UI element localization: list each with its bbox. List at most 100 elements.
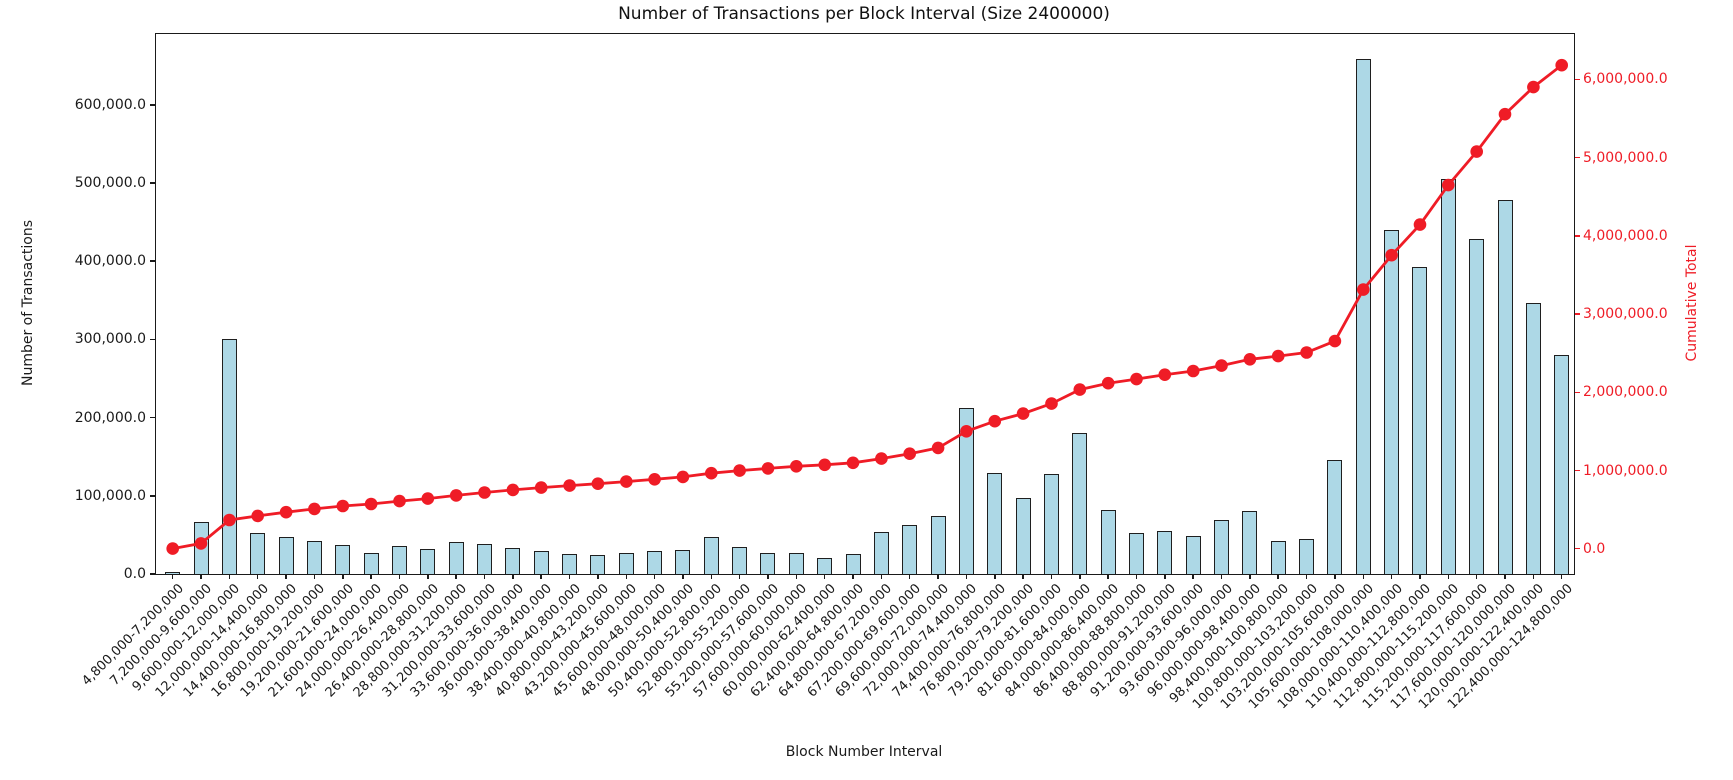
right-tick-label: 2,000,000.0 — [1583, 384, 1668, 401]
x-tick-mark — [285, 574, 287, 579]
bar — [1100, 509, 1116, 574]
bar — [505, 548, 521, 574]
x-tick-mark — [1475, 574, 1478, 579]
cumulative-point — [1215, 359, 1228, 372]
plot-area: 0.0 100,000.0 200,000.0 300,000.0 400,000.0 5… — [75, 33, 1668, 712]
cumulative-point — [818, 458, 831, 472]
bar — [1525, 303, 1541, 574]
bar — [873, 532, 889, 574]
x-tick-mark — [1532, 574, 1535, 579]
right-tick-mark — [1575, 156, 1580, 159]
cumulative-point — [1470, 145, 1483, 158]
cumulative-point — [506, 483, 520, 497]
cumulative-point — [1243, 353, 1257, 366]
cumulative-point — [563, 479, 576, 492]
cumulative-point — [648, 473, 661, 486]
x-tick-mark — [965, 574, 968, 579]
bar — [391, 545, 407, 574]
bar — [165, 572, 181, 574]
bar — [1214, 520, 1230, 574]
left-tick-label: 400,000.0 — [74, 253, 146, 270]
right-tick-label: 0.0 — [1583, 540, 1606, 557]
x-tick-mark — [710, 574, 713, 579]
x-tick-mark — [682, 574, 684, 579]
bar — [1497, 200, 1513, 574]
right-tick-label: 6,000,000.0 — [1583, 71, 1668, 88]
x-tick-mark — [313, 574, 316, 579]
bar — [760, 552, 776, 574]
bar — [1327, 459, 1343, 574]
right-axis-label: Cumulative Total — [1684, 244, 1700, 362]
cumulative-point — [1016, 407, 1030, 420]
bar — [1355, 59, 1371, 574]
bar — [1185, 536, 1201, 574]
cumulative-point — [733, 464, 746, 477]
cumulative-point — [1186, 364, 1200, 378]
bar — [1270, 541, 1286, 574]
x-axis-label: Block Number Interval — [785, 744, 943, 760]
cumulative-point — [1527, 80, 1540, 94]
right-tick-label: 1,000,000.0 — [1583, 462, 1668, 479]
left-tick-label: 300,000.0 — [74, 331, 146, 348]
x-tick-mark — [483, 574, 486, 579]
x-tick-mark — [171, 574, 174, 579]
x-tick-mark — [568, 574, 571, 579]
cumulative-point — [393, 494, 406, 508]
x-tick-mark — [1249, 574, 1251, 579]
bar — [363, 553, 379, 574]
x-tick-mark — [1135, 574, 1138, 579]
cumulative-point — [591, 477, 605, 491]
bar — [1242, 511, 1258, 574]
right-tick-mark — [1575, 313, 1580, 315]
cumulative-point — [676, 470, 690, 484]
right-tick-mark — [1575, 78, 1580, 81]
bar — [1412, 267, 1428, 574]
bar — [562, 553, 578, 574]
cumulative-point — [931, 441, 945, 455]
bar — [958, 408, 974, 574]
cumulative-point — [1300, 346, 1313, 359]
x-tick-mark — [427, 574, 429, 579]
left-tick-label: 0.0 — [123, 566, 146, 582]
x-tick-mark — [370, 574, 372, 579]
x-tick-mark — [852, 574, 854, 579]
bar — [590, 555, 606, 574]
x-tick-mark — [1390, 574, 1393, 579]
bar — [477, 544, 493, 574]
x-tick-mark — [1220, 574, 1223, 579]
x-tick-mark — [1447, 574, 1450, 579]
cumulative-point — [1101, 376, 1115, 390]
x-tick-mark — [1362, 574, 1365, 579]
x-tick-mark — [342, 574, 344, 579]
cumulative-point — [166, 542, 179, 555]
cumulative-point — [364, 497, 378, 511]
cumulative-point — [1555, 58, 1568, 72]
x-tick-mark — [200, 574, 202, 579]
left-tick-label: 200,000.0 — [74, 409, 146, 426]
cumulative-point — [223, 513, 236, 527]
x-tick-mark — [1305, 574, 1308, 579]
left-tick-mark — [150, 260, 155, 262]
bar — [902, 524, 918, 574]
x-tick-mark — [908, 574, 911, 579]
x-tick-mark — [1334, 574, 1336, 579]
x-tick-mark — [1192, 574, 1194, 579]
left-tick-mark — [150, 182, 155, 184]
cumulative-point — [1158, 368, 1172, 382]
cumulative-point — [449, 489, 463, 502]
x-tick-mark — [823, 574, 826, 579]
bar — [1299, 538, 1315, 574]
cumulative-line-layer — [166, 58, 1568, 555]
right-tick-mark — [1575, 391, 1580, 394]
bar — [930, 516, 946, 574]
x-tick-mark — [767, 574, 769, 579]
x-tick-mark — [1419, 574, 1421, 579]
cumulative-point — [534, 481, 548, 494]
x-tick-mark — [738, 574, 741, 579]
cumulative-point — [620, 475, 633, 488]
cumulative-point — [194, 537, 208, 550]
right-tick-mark — [1575, 235, 1580, 237]
bar — [647, 551, 663, 574]
bar — [732, 547, 748, 574]
bar — [788, 552, 804, 574]
